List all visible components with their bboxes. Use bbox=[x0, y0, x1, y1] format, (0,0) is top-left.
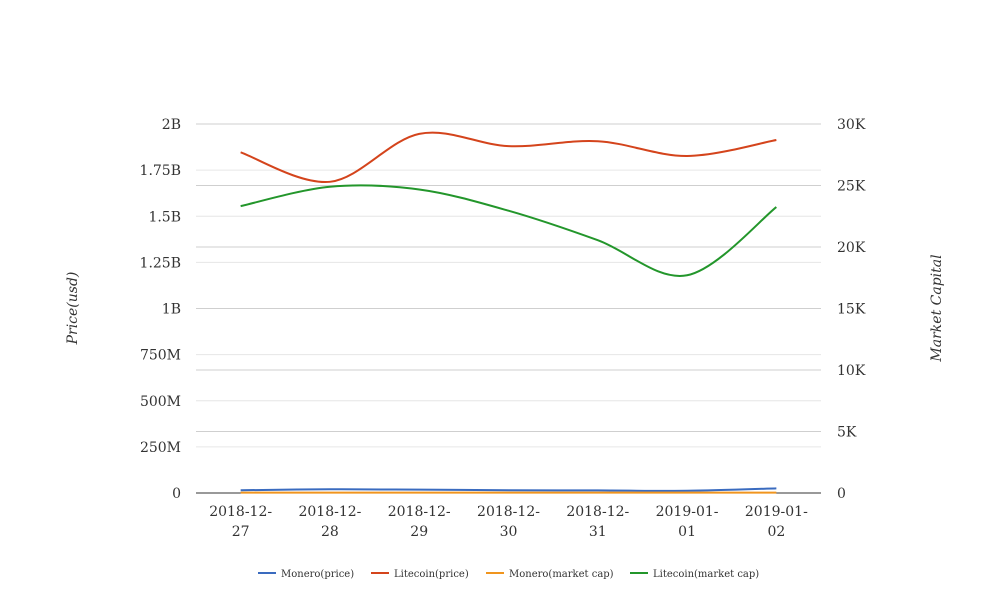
x-tick-label-line1: 2018-12- bbox=[477, 504, 540, 520]
x-tick-label: 2018-12- 27 bbox=[209, 504, 272, 540]
x-tick-label-line1: 2019-01- bbox=[745, 504, 808, 520]
x-tick-label-line2: 27 bbox=[232, 524, 250, 540]
x-tick-label-line1: 2018-12- bbox=[388, 504, 451, 520]
series-line-litecoin-price bbox=[240, 131, 777, 183]
legend-label: Monero(market cap) bbox=[509, 569, 614, 580]
right-axis: 0 5K 10K 15K 20K 25K 30K bbox=[837, 117, 866, 502]
right-tick-label: 5K bbox=[837, 425, 857, 441]
left-tick-label: 2B bbox=[162, 117, 181, 133]
x-tick-label-line2: 29 bbox=[410, 524, 428, 540]
left-tick-label: 1.5B bbox=[148, 209, 181, 225]
left-tick-label: 1.25B bbox=[140, 255, 181, 271]
right-tick-label: 0 bbox=[837, 486, 846, 502]
x-tick-label: 2018-12- 30 bbox=[477, 504, 540, 540]
left-tick-label: 1.75B bbox=[140, 163, 181, 179]
right-tick-label: 10K bbox=[837, 363, 866, 379]
legend-label: Litecoin(market cap) bbox=[653, 569, 759, 580]
x-tick-label-line2: 30 bbox=[500, 524, 518, 540]
left-tick-label: 0 bbox=[172, 486, 181, 502]
right-axis-title: Market Capital bbox=[929, 254, 945, 362]
left-tick-label: 250M bbox=[140, 440, 181, 456]
series-lines bbox=[240, 131, 777, 494]
left-tick-label: 750M bbox=[140, 348, 181, 364]
x-tick-label-line2: 02 bbox=[767, 524, 785, 540]
x-tick-label: 2018-12- 31 bbox=[566, 504, 629, 540]
right-tick-label: 30K bbox=[837, 117, 866, 133]
right-tick-label: 25K bbox=[837, 179, 866, 195]
right-tick-label: 20K bbox=[837, 240, 866, 256]
x-tick-label-line2: 01 bbox=[678, 524, 696, 540]
x-tick-label-line1: 2018-12- bbox=[209, 504, 272, 520]
x-tick-label-line2: 31 bbox=[589, 524, 607, 540]
left-tick-label: 500M bbox=[140, 394, 181, 410]
left-tick-label: 1B bbox=[162, 302, 181, 318]
x-tick-label: 2018-12- 28 bbox=[298, 504, 361, 540]
x-tick-label: 2019-01- 02 bbox=[745, 504, 808, 540]
x-tick-label-line2: 28 bbox=[321, 524, 339, 540]
x-axis: 2018-12- 27 2018-12- 28 2018-12- 29 2018-12- 30… bbox=[209, 504, 808, 540]
legend: Monero(price) Litecoin(price) Monero(marke… bbox=[258, 569, 759, 580]
x-tick-label: 2019-01- 01 bbox=[656, 504, 719, 540]
x-tick-label-line1: 2019-01- bbox=[656, 504, 719, 520]
right-tick-label: 15K bbox=[837, 302, 866, 318]
legend-label: Litecoin(price) bbox=[394, 569, 469, 580]
x-tick-label: 2018-12- 29 bbox=[388, 504, 451, 540]
series-line-litecoin-market-cap bbox=[240, 184, 777, 277]
series-line-monero-price bbox=[240, 487, 777, 492]
x-tick-label-line1: 2018-12- bbox=[566, 504, 629, 520]
x-tick-label-line1: 2018-12- bbox=[298, 504, 361, 520]
left-axis-title: Price(usd) bbox=[65, 272, 81, 346]
legend-label: Monero(price) bbox=[281, 569, 354, 580]
left-axis: 0 250M 500M 750M 1B 1.25B 1.5B 1.75B 2B bbox=[140, 117, 181, 502]
grid bbox=[196, 123, 821, 448]
